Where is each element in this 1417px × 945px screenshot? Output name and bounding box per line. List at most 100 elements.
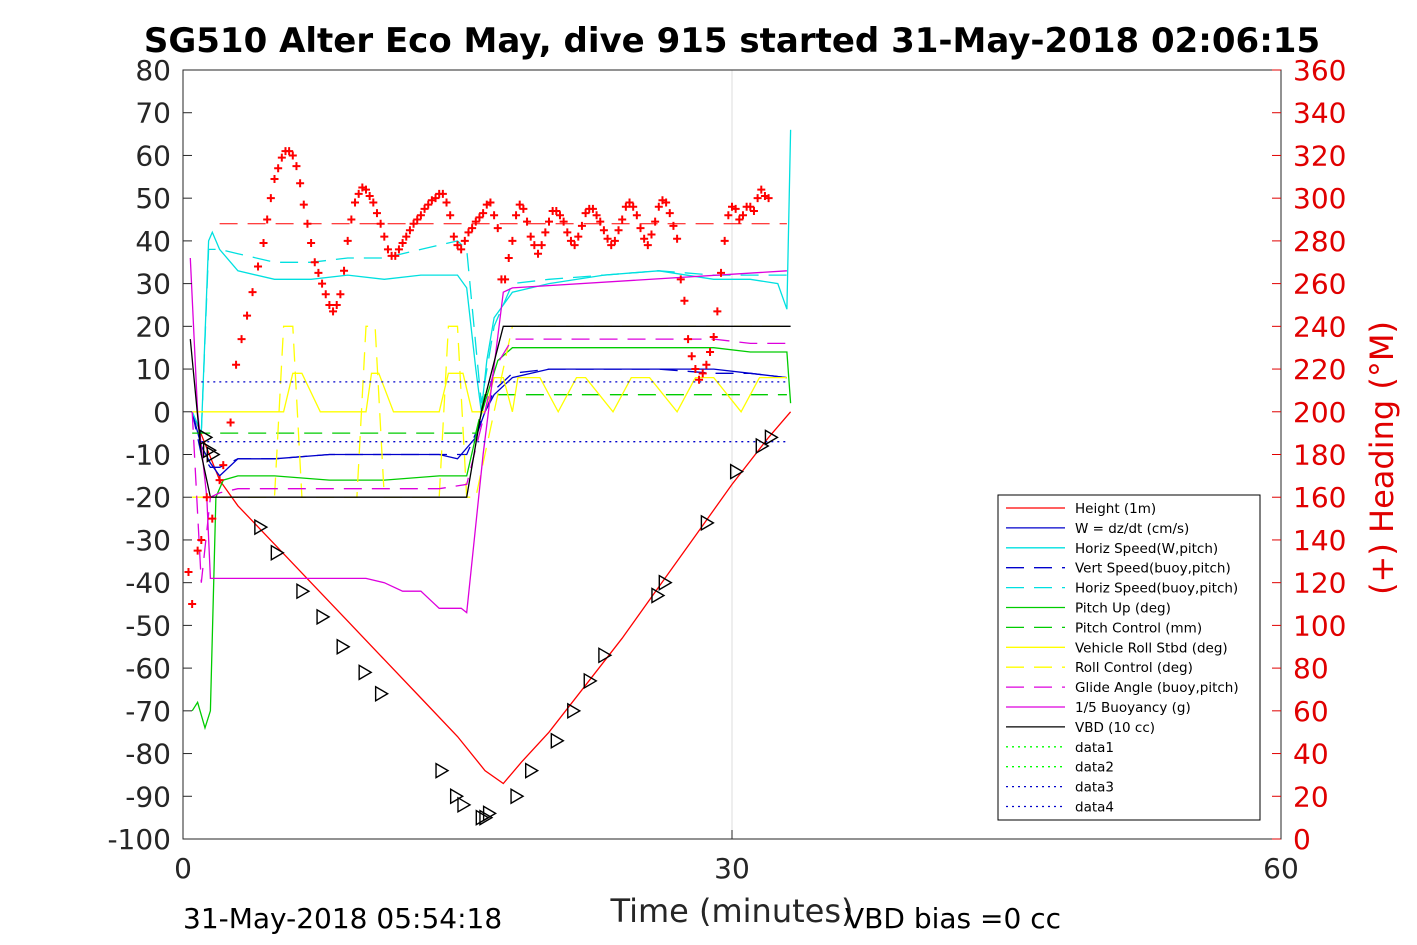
triangle-marker [449,788,465,805]
y2-tick-label: 320 [1293,139,1346,172]
y2-tick-label: 140 [1293,524,1346,557]
chart-title: SG510 Alter Eco May, dive 915 started 31… [144,21,1320,61]
triangle-marker [206,446,221,463]
heading-point [519,204,528,213]
heading-point [405,226,414,235]
y2-tick-label: 280 [1293,225,1346,258]
heading-point [662,198,671,207]
heading-point [391,251,400,260]
right-axis-label: (+) Heading (°M) [1363,321,1401,595]
heading-point [753,194,762,203]
series-line-11 [189,325,791,498]
triangle-marker [755,437,770,455]
y-tick-label: 30 [135,268,171,301]
series-line-8 [192,325,787,498]
y-tick-label: 40 [135,225,171,258]
heading-point [577,221,586,230]
triangle-marker [457,796,472,814]
triangle-marker [374,685,390,702]
triangle-marker [254,518,269,536]
heading-point [402,232,411,241]
heading-point [537,241,546,250]
heading-point [314,268,323,277]
heading-point [618,215,627,224]
y2-tick-label: 60 [1293,695,1329,728]
y2-tick-label: 100 [1293,609,1346,642]
y-tick-label: -40 [125,567,171,600]
heading-point [299,200,308,209]
series-line-10 [189,257,787,614]
legend-label: VBD (10 cc) [1075,720,1155,736]
y2-tick-label: 360 [1293,54,1346,87]
heading-point [570,241,579,250]
heading-point [738,211,747,220]
legend-label: Vert Speed(buoy,pitch) [1075,561,1231,577]
heading-point [413,215,422,224]
triangle-marker [510,788,525,805]
heading-point [534,249,543,258]
legend-label: 1/5 Buoyancy (g) [1075,700,1191,716]
heading-point [599,226,608,235]
y2-tick-label: 240 [1293,310,1346,343]
heading-point [526,232,535,241]
heading-point [202,493,211,502]
triangle-marker [598,647,613,664]
heading-point [698,369,707,378]
heading-point [468,224,477,233]
triangle-marker [583,672,598,690]
heading-point [493,224,502,233]
y2-tick-label: 220 [1293,353,1346,386]
heading-point [629,202,638,211]
heading-point [226,418,235,427]
triangle-marker [270,544,285,561]
heading-point [188,600,197,609]
heading-point [307,239,316,248]
heading-point [596,217,605,226]
heading-point [424,200,433,209]
y2-tick-label: 80 [1293,652,1329,685]
y-tick-label: -30 [125,524,171,557]
footer-vbd-bias: VBD bias =0 cc [845,902,1061,935]
series-layer [184,130,792,826]
heading-point [285,147,294,156]
heading-point [460,236,469,245]
heading-point [643,241,652,250]
heading-point [243,311,252,320]
heading-point [636,224,645,233]
heading-point [501,275,510,284]
heading-point [380,232,389,241]
heading-point [453,241,462,250]
heading-point [555,211,564,220]
heading-point [717,268,726,277]
legend-label: Roll Control (deg) [1075,660,1193,676]
heading-point [254,262,263,271]
y2-tick-label: 20 [1293,780,1329,813]
x-axis-label: Time (minutes) [610,892,854,930]
heading-point [713,307,722,316]
heading-point [263,215,272,224]
legend-label: Vehicle Roll Stbd (deg) [1075,640,1228,656]
series-line-5 [191,347,792,731]
heading-point [398,239,407,248]
y-tick-label: -20 [125,481,171,514]
heading-point [490,211,499,220]
heading-point [684,335,693,344]
heading-point [676,275,685,284]
heading-point [607,241,616,250]
heading-point [735,215,744,224]
series-line-3 [191,368,787,468]
triangle-marker [475,809,490,826]
y2-tick-label: 180 [1293,439,1346,472]
legend-label: Horiz Speed(buoy,pitch) [1075,581,1238,597]
heading-point [504,253,513,262]
heading-point [680,296,689,305]
axis-ticks: 80706050403020100-10-20-30-40-50-60-70-8… [107,54,1346,885]
y2-tick-label: 200 [1293,396,1346,429]
x-tick-label: 0 [174,852,192,885]
heading-point [376,219,385,228]
triangle-marker [435,762,450,779]
heading-point [471,217,480,226]
heading-point [508,236,517,245]
series-line-4 [191,240,787,434]
heading-point [749,206,758,215]
